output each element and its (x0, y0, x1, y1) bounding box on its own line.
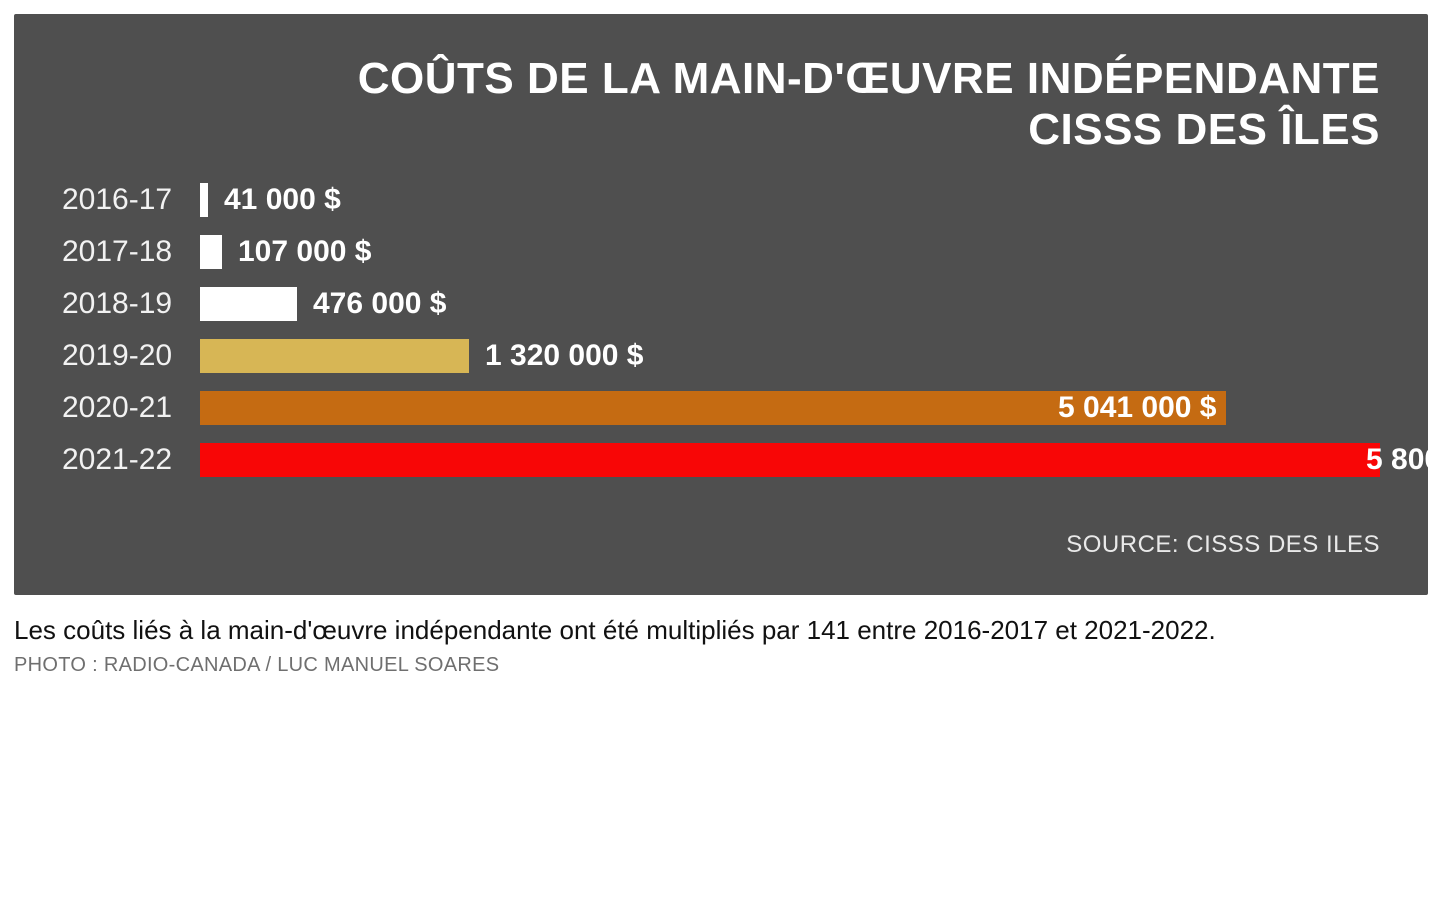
chart-source: SOURCE: CISSS DES ILES (62, 531, 1380, 559)
bar-value: 476 000 $ (313, 287, 446, 321)
year-label: 2019-20 (62, 339, 200, 373)
bar-row: 2019-20 1 320 000 $ (62, 339, 1380, 373)
bar-value: 5 041 000 $ (1058, 391, 1212, 425)
page: COÛTS DE LA MAIN-D'ŒUVRE INDÉPENDANTE CI… (0, 0, 1442, 701)
bar-value: 41 000 $ (224, 183, 341, 217)
chart-title: COÛTS DE LA MAIN-D'ŒUVRE INDÉPENDANTE CI… (62, 54, 1380, 155)
bar-rect (200, 287, 297, 321)
year-label: 2021-22 (62, 443, 200, 477)
bar-value: 1 320 000 $ (485, 339, 643, 373)
bar-track: 107 000 $ (200, 235, 1380, 269)
figure-caption: Les coûts liés à la main-d'œuvre indépen… (14, 613, 1428, 648)
bar-rect (200, 235, 222, 269)
bar-track: 5 041 000 $ (200, 391, 1380, 425)
bar-row: 2016-17 41 000 $ (62, 183, 1380, 217)
bar-track: 41 000 $ (200, 183, 1380, 217)
bar-track: 476 000 $ (200, 287, 1380, 321)
year-label: 2020-21 (62, 391, 200, 425)
bar-row: 2018-19 476 000 $ (62, 287, 1380, 321)
bar-rect (200, 183, 208, 217)
bar-row: 2020-21 5 041 000 $ (62, 391, 1380, 425)
year-label: 2016-17 (62, 183, 200, 217)
year-label: 2018-19 (62, 287, 200, 321)
bar-value: 107 000 $ (238, 235, 371, 269)
chart-title-line2: CISSS DES ÎLES (62, 105, 1380, 156)
bar-track: 5 800 000 $ (200, 443, 1380, 477)
chart-title-line1: COÛTS DE LA MAIN-D'ŒUVRE INDÉPENDANTE (62, 54, 1380, 105)
bar-row: 2021-225 800 000 $ (62, 443, 1380, 477)
year-label: 2017-18 (62, 235, 200, 269)
figure-credit: PHOTO : RADIO-CANADA / LUC MANUEL SOARES (14, 654, 1428, 677)
chart-panel: COÛTS DE LA MAIN-D'ŒUVRE INDÉPENDANTE CI… (14, 14, 1428, 595)
bar-track: 1 320 000 $ (200, 339, 1380, 373)
chart-bars: 2016-17 41 000 $ 2017-18 107 000 $ 2018-19 47… (62, 183, 1380, 477)
bar-row: 2017-18 107 000 $ (62, 235, 1380, 269)
bar-rect (200, 443, 1380, 477)
bar-rect (200, 339, 469, 373)
